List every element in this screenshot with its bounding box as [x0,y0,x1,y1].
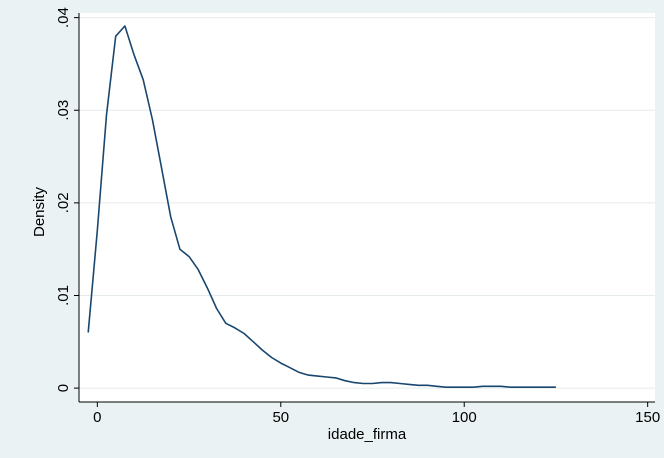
x-tick-label: 50 [272,409,289,426]
y-tick-label: 0 [55,384,72,392]
y-tick-label: .01 [55,285,72,306]
plot-area [79,13,655,402]
ticks: 0 .01 .02 .03 .04 0 50 100 150 [55,7,660,426]
y-tick-label: .02 [55,192,72,213]
y-tick-label: .04 [55,7,72,28]
y-axis-label: Density [31,186,48,237]
x-tick-label: 150 [635,409,660,426]
x-tick-label: 100 [452,409,477,426]
x-axis-label: idade_firma [328,426,407,443]
x-tick-label: 0 [93,409,101,426]
y-tick-label: .03 [55,100,72,121]
series-layer [87,25,556,389]
axes [78,13,655,403]
grid-lines [79,17,655,389]
density-line [87,25,556,389]
